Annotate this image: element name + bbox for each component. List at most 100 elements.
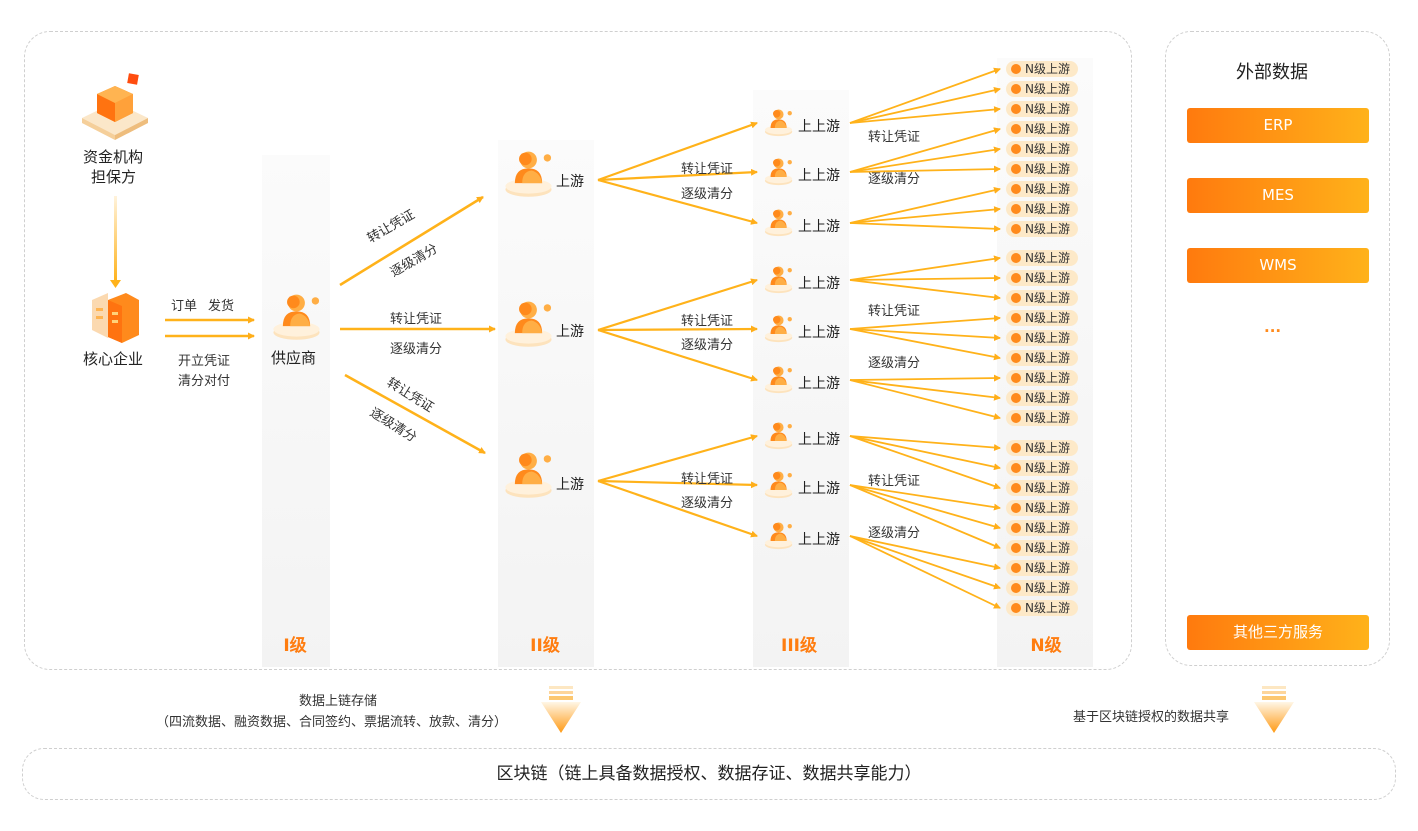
- n-level-upstream-tag: N级上游: [1006, 290, 1078, 306]
- person-icon: [1011, 253, 1021, 263]
- flow-arrow: [597, 328, 758, 382]
- n-level-upstream-tag: N级上游: [1006, 221, 1078, 237]
- n-level-label: N级上游: [1025, 291, 1070, 305]
- person-icon: [1011, 353, 1021, 363]
- person-icon: [1011, 104, 1021, 114]
- person-icon: [1011, 164, 1021, 174]
- level-column-2: [498, 140, 594, 667]
- n-level-upstream-tag: N级上游: [1006, 101, 1078, 117]
- person-node-icon: [765, 158, 793, 186]
- flow-arrow: [339, 195, 484, 287]
- mes-button[interactable]: MES: [1187, 178, 1369, 213]
- upstream-label: 上游: [556, 324, 584, 340]
- flow-arrow: [849, 484, 1001, 549]
- finance-label-2: 担保方: [91, 168, 137, 186]
- n-level-label: N级上游: [1025, 481, 1070, 495]
- flow-transfer-label: 转让凭证: [681, 472, 734, 487]
- finance-institution-icon: [82, 73, 148, 140]
- upstream2-label: 上上游: [798, 432, 840, 448]
- person-icon: [1011, 184, 1021, 194]
- n-level-label: N级上游: [1025, 601, 1070, 615]
- person-node-icon: [765, 315, 793, 343]
- flow-clear-label: 逐级清分: [868, 526, 921, 541]
- share-label: 基于区块链授权的数据共享: [1073, 710, 1230, 725]
- n-level-label: N级上游: [1025, 251, 1070, 265]
- person-icon: [1011, 503, 1021, 513]
- n-level-upstream-tag: N级上游: [1006, 370, 1078, 386]
- flow-arrow: [849, 67, 1001, 124]
- flow-arrow: [849, 379, 1001, 420]
- flow-clear-label: 逐级清分: [868, 172, 921, 187]
- flow-arrow: [597, 325, 758, 333]
- flow-transfer-label: 转让凭证: [390, 312, 443, 327]
- flow-arrow: [849, 314, 1001, 330]
- person-node-icon: [765, 522, 793, 550]
- flow-transfer-label: 转让凭证: [681, 162, 734, 177]
- finance-to-core-arrow: [114, 196, 117, 282]
- person-node-icon: [765, 266, 793, 294]
- upstream2-label: 上上游: [798, 276, 840, 292]
- person-icon: [1011, 543, 1021, 553]
- other-services-button[interactable]: 其他三方服务: [1187, 615, 1369, 650]
- flow-arrow: [597, 479, 758, 538]
- n-level-upstream-tag: N级上游: [1006, 201, 1078, 217]
- person-icon: [1011, 523, 1021, 533]
- n-level-label: N级上游: [1025, 271, 1070, 285]
- wms-button[interactable]: WMS: [1187, 248, 1369, 283]
- flow-transfer-label: 转让凭证: [868, 304, 921, 319]
- flow-clear-label: 逐级清分: [681, 187, 734, 202]
- n-level-upstream-tag: N级上游: [1006, 460, 1078, 476]
- n-level-upstream-tag: N级上游: [1006, 580, 1078, 596]
- blockchain-bar: 区块链（链上具备数据授权、数据存证、数据共享能力）: [22, 748, 1396, 800]
- person-icon: [1011, 563, 1021, 573]
- person-icon: [1011, 483, 1021, 493]
- level-column-1: [262, 155, 330, 667]
- person-node-icon: [765, 471, 793, 499]
- flow-arrow: [849, 484, 1001, 530]
- flow-clear-label: 逐级清分: [681, 496, 734, 511]
- person-node-icon: [504, 151, 552, 197]
- person-icon: [1011, 583, 1021, 593]
- n-level-upstream-tag: N级上游: [1006, 330, 1078, 346]
- order-label: 订单: [171, 299, 198, 314]
- person-icon: [1011, 293, 1021, 303]
- person-node-icon: [504, 452, 552, 498]
- n-level-label: N级上游: [1025, 541, 1070, 555]
- person-node-icon: [765, 109, 793, 137]
- flow-arrow: [849, 435, 1001, 452]
- flow-transfer-label: 转让凭证: [681, 314, 734, 329]
- n-level-upstream-tag: N级上游: [1006, 600, 1078, 616]
- person-icon: [1011, 124, 1021, 134]
- n-level-label: N级上游: [1025, 122, 1070, 136]
- n-level-upstream-tag: N级上游: [1006, 480, 1078, 496]
- clear-pay-label: 清分对付: [178, 374, 231, 389]
- supplier-label: 供应商: [271, 349, 317, 367]
- person-icon: [1011, 273, 1021, 283]
- upstream-label: 上游: [556, 477, 584, 493]
- person-icon: [1011, 333, 1021, 343]
- core-enterprise-icon: [92, 293, 139, 343]
- n-level-label: N级上游: [1025, 311, 1070, 325]
- erp-button[interactable]: ERP: [1187, 108, 1369, 143]
- person-icon: [1011, 373, 1021, 383]
- n-level-label: N级上游: [1025, 461, 1070, 475]
- person-icon: [1011, 443, 1021, 453]
- flow-clear-label: 逐级清分: [681, 338, 734, 353]
- n-level-label: N级上游: [1025, 82, 1070, 96]
- flow-arrow: [849, 435, 1001, 490]
- upstream2-label: 上上游: [798, 119, 840, 135]
- person-icon: [1011, 313, 1021, 323]
- n-level-label: N级上游: [1025, 371, 1070, 385]
- n-level-upstream-tag: N级上游: [1006, 181, 1078, 197]
- n-level-upstream-tag: N级上游: [1006, 540, 1078, 556]
- flow-arrow: [597, 178, 758, 225]
- flow-arrow: [597, 278, 758, 332]
- n-level-label: N级上游: [1025, 411, 1070, 425]
- n-level-label: N级上游: [1025, 102, 1070, 116]
- flow-arrow: [849, 222, 1001, 233]
- flow-arrow: [597, 434, 758, 483]
- n-level-label: N级上游: [1025, 331, 1070, 345]
- flow-arrow: [849, 435, 1001, 471]
- n-level-upstream-tag: N级上游: [1006, 410, 1078, 426]
